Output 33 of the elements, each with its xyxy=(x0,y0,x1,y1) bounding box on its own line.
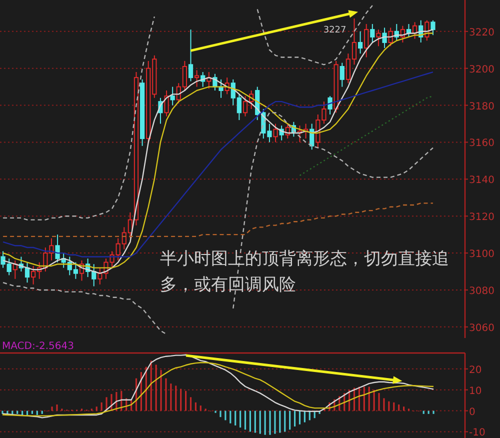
candlestick xyxy=(370,24,375,43)
y-tick-label: 3060 xyxy=(469,322,494,334)
y-tick-label: 3180 xyxy=(469,101,494,112)
candlestick xyxy=(242,96,248,117)
candlestick xyxy=(164,90,169,117)
line-series xyxy=(2,362,434,416)
y-tick-label: 3160 xyxy=(469,138,494,150)
y-tick-label: 3200 xyxy=(469,64,494,76)
candlestick xyxy=(382,27,387,49)
annotation: 3227 xyxy=(323,25,346,36)
y-tick-label: -10 xyxy=(469,428,486,438)
candlestick xyxy=(328,96,332,116)
candlestick xyxy=(273,123,278,143)
candlestick xyxy=(430,20,436,36)
candlestick xyxy=(364,24,369,58)
candlestick xyxy=(170,86,175,106)
y-tick-label: 3140 xyxy=(469,175,494,186)
y-tick-label: 3100 xyxy=(469,249,494,260)
line-series xyxy=(2,354,434,418)
y-tick-label: 3220 xyxy=(469,27,494,38)
candlestick xyxy=(194,70,200,88)
y-tick-label: 3080 xyxy=(469,286,494,297)
candlestick xyxy=(376,29,381,47)
y-tick-label: 0 xyxy=(469,406,476,418)
annotation: 半小时图上的顶背离形态，切勿直接追多，或有回调风险 xyxy=(160,248,450,297)
chart-title: MACD:-2.5643 xyxy=(2,341,74,352)
candlestick xyxy=(358,30,363,54)
candlestick xyxy=(188,29,194,82)
candlestick xyxy=(340,62,344,88)
y-tick-label: 10 xyxy=(469,386,482,397)
y-tick-label: 20 xyxy=(469,364,482,376)
line-series xyxy=(299,95,434,176)
y-tick-label: 3120 xyxy=(469,212,494,224)
